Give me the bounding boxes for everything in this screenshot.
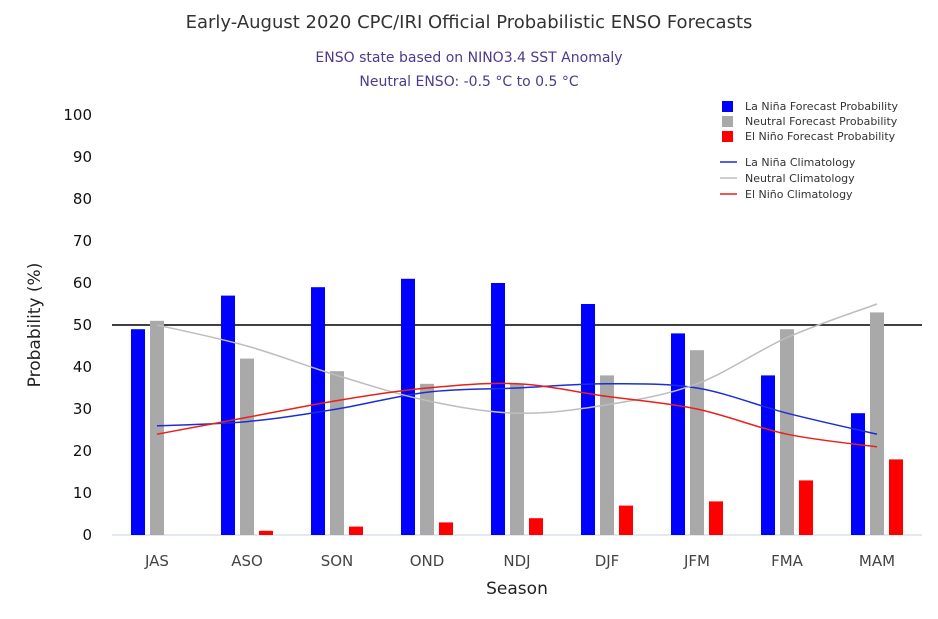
neutral-forecast-probability-bar (690, 350, 704, 535)
la-nina-forecast-probability-bar (581, 304, 595, 535)
la-nina-climatology-line (156, 383, 878, 435)
x-axis-label: Season (486, 579, 548, 599)
y-tick-label: 10 (73, 484, 92, 502)
la-nina-forecast-probability-bar (761, 375, 775, 535)
la-nina-forecast-probability-bar (311, 287, 325, 535)
y-tick-label: 60 (73, 274, 92, 292)
el-nino-forecast-probability-bar (259, 530, 273, 535)
la-nina-forecast-probability-legend-swatch (722, 101, 733, 112)
y-axis-label: Probability (%) (25, 263, 45, 388)
x-tick-label: ASO (231, 552, 263, 570)
la-nina-forecast-probability-bar (671, 333, 685, 535)
neutral-forecast-probability-legend-label: Neutral Forecast Probability (745, 115, 898, 128)
la-nina-climatology-legend-label: La Niña Climatology (745, 156, 856, 169)
y-tick-label: 90 (73, 148, 92, 166)
neutral-forecast-probability-bar (240, 358, 254, 535)
x-tick-label: OND (410, 552, 445, 570)
legend: La Niña Forecast Probability Neutral Fore… (720, 100, 899, 201)
chart-subtitle-line-2: Neutral ENSO: -0.5 °C to 0.5 °C (359, 74, 578, 90)
el-nino-forecast-probability-bar (799, 480, 813, 535)
neutral-forecast-probability-bar (330, 371, 344, 535)
neutral-forecast-probability-bar (510, 383, 524, 535)
la-nina-forecast-probability-bar (131, 329, 145, 535)
el-nino-forecast-probability-bar (529, 518, 543, 535)
x-tick-label: NDJ (503, 552, 530, 570)
x-tick-label: DJF (595, 552, 620, 570)
el-nino-forecast-probability-bar (709, 501, 723, 535)
neutral-forecast-probability-legend-swatch (722, 116, 733, 127)
y-tick-label: 80 (73, 190, 92, 208)
neutral-forecast-probability-bar (780, 329, 794, 535)
la-nina-forecast-probability-legend-label: La Niña Forecast Probability (745, 100, 899, 113)
y-tick-label: 0 (82, 526, 92, 544)
chart-title: Early-August 2020 CPC/IRI Official Proba… (186, 12, 753, 33)
y-tick-label: 30 (73, 400, 92, 418)
la-nina-forecast-probability-bar (491, 283, 505, 535)
la-nina-forecast-probability-bar (221, 295, 235, 535)
el-nino-forecast-probability-bar (889, 459, 903, 535)
el-nino-forecast-probability-legend-swatch (722, 131, 733, 142)
la-nina-forecast-probability-bar (401, 278, 415, 535)
el-nino-forecast-probability-bar (439, 522, 453, 535)
x-tick-label: FMA (771, 552, 804, 570)
el-nino-forecast-probability-bar (349, 526, 363, 535)
x-tick-label: JAS (144, 552, 169, 570)
neutral-forecast-probability-bar (870, 312, 884, 535)
x-tick-label: SON (321, 552, 354, 570)
neutral-climatology-line (156, 303, 878, 415)
el-nino-climatology-line (156, 382, 878, 448)
plot-area: 0 10 20 30 40 50 60 70 80 90 100 JAS ASO SON OND NDJ DJF… (63, 106, 922, 570)
neutral-climatology-legend-label: Neutral Climatology (745, 172, 855, 185)
y-tick-label: 70 (73, 232, 92, 250)
y-tick-label: 40 (73, 358, 92, 376)
x-tick-label: JFM (683, 552, 710, 570)
neutral-forecast-probability-bar (600, 375, 614, 535)
el-nino-forecast-probability-bar (619, 505, 633, 535)
neutral-forecast-probability-bar (150, 320, 164, 535)
neutral-forecast-probability-bar (420, 383, 434, 535)
y-tick-label: 100 (63, 106, 92, 124)
chart-subtitle-line-1: ENSO state based on NINO3.4 SST Anomaly (315, 50, 622, 66)
y-tick-label: 20 (73, 442, 92, 460)
x-tick-label: MAM (859, 552, 895, 570)
y-tick-label: 50 (73, 316, 92, 334)
el-nino-forecast-probability-legend-label: El Niño Forecast Probability (745, 130, 896, 143)
el-nino-climatology-legend-label: El Niño Climatology (745, 188, 853, 201)
